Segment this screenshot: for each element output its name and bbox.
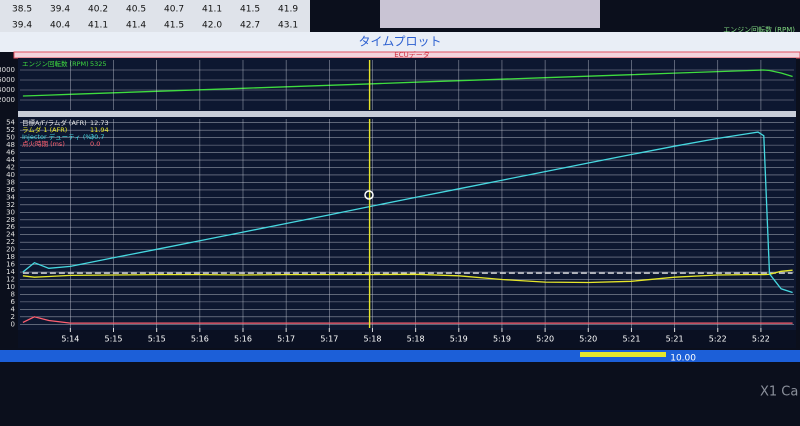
- top-3d-view: [380, 0, 600, 28]
- side-label: エンジン回転数 (RPM): [723, 25, 795, 34]
- y-tick-label: 4: [11, 305, 16, 313]
- y-tick-label: 32: [6, 201, 15, 209]
- y-tick-label: 38: [6, 178, 15, 186]
- x-tick-label: 5:15: [148, 335, 166, 344]
- y-tick-label: 8: [11, 290, 15, 298]
- corner-text: X1 Ca: [760, 385, 798, 400]
- legend-label: ラムダ 1 (AFR): [22, 125, 67, 134]
- legend-label: 目標A/F/ラムダ (AFR): [22, 118, 87, 127]
- legend-readout: 30.7: [90, 133, 104, 141]
- y-tick-label: 30: [6, 208, 15, 216]
- cursor-handle: [364, 190, 374, 200]
- subtitle: ECUデータ: [394, 50, 429, 59]
- y-tick-label: 48: [6, 141, 15, 149]
- table-cell: 42.7: [240, 21, 260, 31]
- table-cell: 41.4: [126, 21, 146, 31]
- table-cell: 40.2: [88, 5, 108, 15]
- x-tick-label: 5:20: [536, 335, 554, 344]
- x-axis-band: [18, 330, 796, 348]
- table-cell: 41.9: [278, 5, 298, 15]
- y-tick-label: 16: [6, 261, 15, 269]
- top-table: [0, 0, 310, 32]
- x-tick-label: 5:21: [622, 335, 640, 344]
- x-tick-label: 5:20: [579, 335, 597, 344]
- x-tick-label: 5:18: [363, 335, 381, 344]
- y-tick-label: 50: [6, 134, 15, 142]
- table-cell: 41.1: [88, 21, 108, 31]
- x-tick-label: 5:15: [105, 335, 123, 344]
- x-tick-label: 5:17: [320, 335, 338, 344]
- legend-readout: 11.94: [90, 126, 109, 134]
- table-cell: 40.7: [164, 5, 184, 15]
- legend-label: Injector デューティ (%): [22, 132, 94, 141]
- x-tick-label: 5:19: [450, 335, 468, 344]
- x-tick-label: 5:16: [234, 335, 252, 344]
- panel-separator: [18, 111, 796, 117]
- y-tick-label: 4000: [0, 86, 15, 94]
- table-cell: 40.4: [50, 21, 70, 31]
- table-cell: 40.5: [126, 5, 146, 15]
- y-tick-label: 28: [6, 216, 15, 224]
- y-tick-label: 10: [6, 283, 15, 291]
- x-tick-label: 5:21: [666, 335, 684, 344]
- y-tick-label: 2: [11, 313, 15, 321]
- table-cell: 42.0: [202, 21, 222, 31]
- table-cell: 41.5: [240, 5, 260, 15]
- y-tick-label: 54: [6, 119, 15, 127]
- y-tick-label: 22: [6, 238, 15, 246]
- y-tick-label: 0: [11, 320, 15, 328]
- window-title: タイムプロット: [358, 35, 441, 49]
- series-line: [22, 131, 793, 294]
- x-tick-label: 5:14: [61, 335, 79, 344]
- y-tick-label: 18: [6, 253, 15, 261]
- table-cell: 38.5: [12, 5, 32, 15]
- y-tick-label: 24: [6, 231, 15, 239]
- table-cell: 43.1: [278, 21, 298, 31]
- x-tick-label: 5:16: [191, 335, 209, 344]
- y-tick-label: 46: [6, 149, 15, 157]
- legend-readout: 0.0: [90, 140, 100, 148]
- footer-value: 10.00: [670, 354, 696, 364]
- table-cell: 41.1: [202, 5, 222, 15]
- y-tick-label: 12: [6, 275, 15, 283]
- table-cell: 41.5: [164, 21, 184, 31]
- y-tick-label: 8000: [0, 66, 15, 74]
- y-tick-label: 36: [6, 186, 15, 194]
- series-line: [22, 269, 793, 284]
- x-tick-label: 5:18: [407, 335, 425, 344]
- legend-readout: 12.73: [90, 119, 109, 127]
- y-tick-label: 40: [6, 171, 15, 179]
- table-cell: 39.4: [50, 5, 70, 15]
- plot-area: [18, 58, 796, 330]
- x-tick-label: 5:19: [493, 335, 511, 344]
- legend-readout: 5325: [90, 60, 107, 68]
- series-line: [22, 316, 793, 324]
- y-tick-label: 14: [6, 268, 15, 276]
- y-tick-label: 20: [6, 246, 15, 254]
- y-tick-label: 6: [11, 298, 16, 306]
- y-tick-label: 52: [6, 126, 15, 134]
- y-tick-label: 44: [6, 156, 15, 164]
- title-bar: [0, 32, 800, 52]
- x-tick-label: 5:17: [277, 335, 295, 344]
- y-tick-label: 2000: [0, 96, 15, 104]
- x-tick-label: 5:22: [752, 335, 770, 344]
- legend-label: エンジン回転数 (RPM): [22, 59, 89, 68]
- legend-label: 点火時期 (ms): [22, 140, 65, 148]
- y-tick-label: 6000: [0, 76, 15, 84]
- charts: 38.5 39.4 40.2 40.5 40.7 41.1 41.5 41.9 39.4 40.4…: [0, 5, 794, 344]
- y-tick-label: 34: [6, 193, 15, 201]
- y-tick-label: 42: [6, 164, 15, 172]
- x-tick-label: 5:22: [709, 335, 727, 344]
- footer-bar: [580, 352, 666, 357]
- y-tick-label: 26: [6, 223, 15, 231]
- table-cell: 39.4: [12, 21, 32, 31]
